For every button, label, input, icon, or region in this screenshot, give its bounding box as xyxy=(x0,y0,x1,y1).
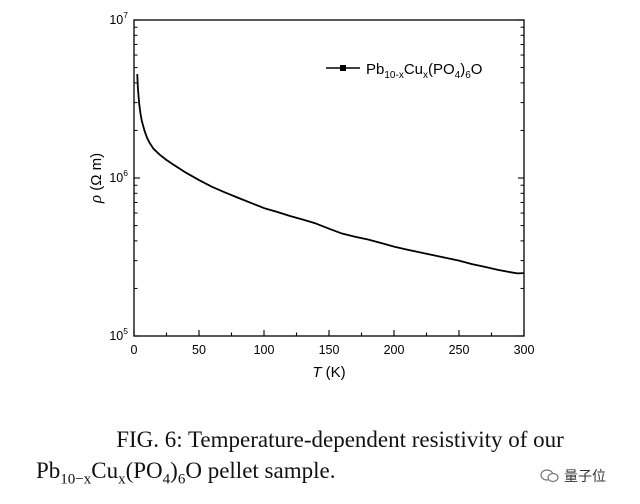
caption-line-2: Pb10−xCux(PO4)6O pellet sample. xyxy=(36,458,336,488)
x-axis-label: T (K) xyxy=(312,364,345,381)
series-group xyxy=(136,73,525,275)
wechat-icon xyxy=(540,469,559,483)
x-tick-label: 250 xyxy=(449,343,470,357)
y-axis-label: ρ (Ω m) xyxy=(86,153,105,204)
x-tick-label: 0 xyxy=(131,343,138,357)
caption-line-1: FIG. 6: Temperature-dependent resistivit… xyxy=(116,427,564,452)
y-tick-label: 105 xyxy=(109,326,128,343)
x-ticks: 0 50 100 150 200 250 300 xyxy=(131,330,535,357)
legend-label: Pb10-xCux(PO4)6O xyxy=(366,61,482,81)
figure-caption: FIG. 6: Temperature-dependent resistivit… xyxy=(30,424,630,496)
x-tick-label: 50 xyxy=(192,343,206,357)
x-tick-label: 200 xyxy=(384,343,405,357)
legend-marker xyxy=(340,65,346,71)
y-tick-label: 107 xyxy=(109,10,128,27)
watermark-text: 量子位 xyxy=(564,469,606,485)
x-tick-label: 150 xyxy=(319,343,340,357)
x-tick-label: 300 xyxy=(514,343,535,357)
series-line xyxy=(136,73,525,275)
y-ticks: 105 106 107 xyxy=(109,10,524,343)
y-tick-label: 106 xyxy=(109,168,128,185)
legend: Pb10-xCux(PO4)6O xyxy=(326,61,482,81)
watermark: 量子位 xyxy=(540,466,606,486)
x-tick-label: 100 xyxy=(254,343,275,357)
